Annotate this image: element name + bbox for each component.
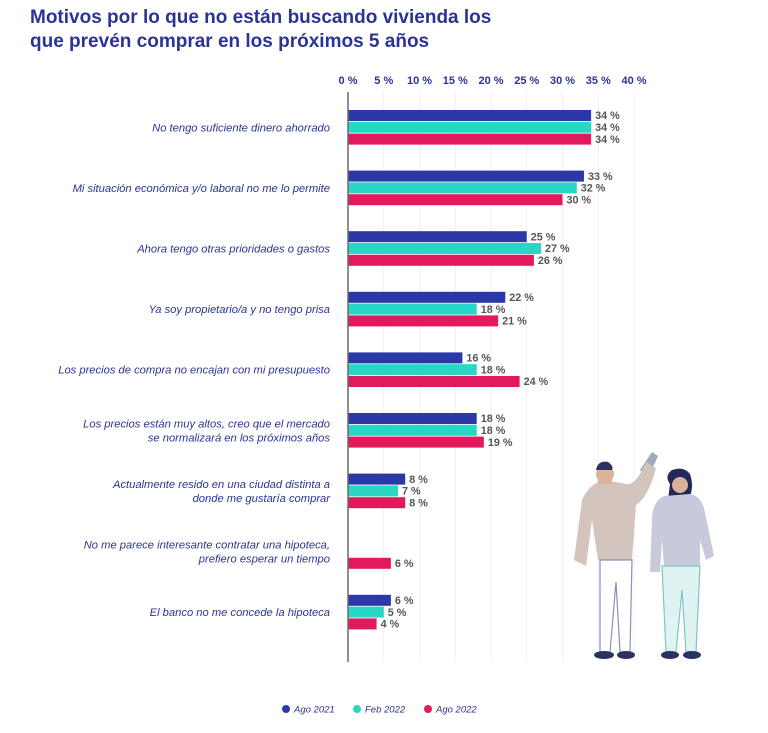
legend-label: Ago 2021 [293,705,335,716]
bar-value-label: 26 % [538,255,563,267]
bar [348,170,584,182]
bar [348,231,527,243]
bar [348,110,592,121]
x-tick-label: 40 % [621,75,646,87]
category-label: El banco no me concede la hipoteca [150,607,330,619]
bar-series: 34 %34 %34 %33 %32 %30 %25 %27 %26 %22 %… [348,110,620,631]
bar [348,473,406,485]
legend-swatch [282,705,290,713]
category-label: prefiero esperar un tiempo [198,554,330,566]
bar-value-label: 18 % [481,364,506,376]
category-label: donde me gustaría comprar [193,493,332,505]
bar-value-label: 25 % [531,231,556,243]
bar [348,606,384,618]
legend-label: Ago 2022 [435,705,477,716]
category-label: No tengo suficiente dinero ahorrado [152,122,330,134]
chart-title: Motivos por lo que no están buscando viv… [30,6,550,54]
bar [348,194,563,206]
bar [348,182,577,194]
bar-value-label: 18 % [481,413,506,425]
bar-value-label: 32 % [581,183,606,195]
bar [348,291,506,303]
chart-title-line-2: que prevén comprar en los próximos 5 año… [30,31,430,52]
chart-title-line-1: Motivos por lo que no están buscando viv… [30,7,492,28]
bar-value-label: 5 % [388,607,407,619]
bar-value-label: 33 % [588,171,613,183]
bar-value-label: 21 % [502,316,527,328]
bar [348,133,592,145]
bar [348,485,399,497]
category-label: Ya soy propietario/a y no tengo prisa [149,304,330,316]
legend-swatch [353,705,361,713]
bar [348,376,520,387]
bar-value-label: 34 % [595,134,620,146]
bar [348,497,406,509]
bar-value-label: 4 % [381,619,400,631]
bar-value-label: 34 % [595,122,620,134]
bar-value-label: 24 % [524,376,549,388]
bar [348,618,377,630]
bar-value-label: 7 % [402,486,421,498]
bar [348,594,391,606]
legend-label: Feb 2022 [365,705,406,716]
bar-value-label: 8 % [409,474,428,486]
category-label: Los precios de compra no encajan con mi … [58,365,330,377]
man-figure [574,452,658,659]
bar [348,243,542,254]
bar-value-label: 8 % [409,497,428,509]
bar [348,436,484,448]
x-tick-label: 30 % [550,75,575,87]
bar-value-label: 6 % [395,558,414,570]
bar-value-label: 6 % [395,595,414,607]
bar [348,413,477,424]
category-label: Mi situación económica y/o laboral no me… [73,183,330,195]
bar [348,557,391,569]
x-tick-label: 0 % [339,75,358,87]
bar-value-label: 27 % [545,243,570,255]
x-tick-label: 15 % [443,75,468,87]
two-people-illustration [574,452,714,659]
category-label: Los precios están muy altos, creo que el… [83,418,330,430]
bar [348,364,477,376]
bar-value-label: 30 % [567,194,592,206]
category-label: Ahora tengo otras prioridades o gastos [136,244,330,256]
x-tick-label: 25 % [514,75,539,87]
bar [348,315,499,327]
bar [348,254,534,266]
category-label: Actualmente resido en una ciudad distint… [112,479,330,491]
x-tick-label: 5 % [374,75,393,87]
bar-value-label: 19 % [488,437,513,449]
bar-value-label: 22 % [509,292,534,304]
bar [348,352,463,364]
bar [348,424,477,436]
bar-value-label: 18 % [481,304,506,316]
x-tick-label: 35 % [586,75,611,87]
bar [348,303,477,315]
legend: Ago 2021 Feb 2022 Ago 2022 [282,705,477,716]
category-label: se normalizará en los próximos años [148,432,331,444]
bar [348,121,592,133]
category-label: No me parece interesante contratar una h… [84,540,330,552]
category-labels: No tengo suficiente dinero ahorrado Mi si… [58,122,331,619]
woman-figure [650,468,714,659]
x-tick-label: 20 % [478,75,503,87]
bar-value-label: 18 % [481,425,506,437]
x-tick-label: 10 % [407,75,432,87]
bar-value-label: 34 % [595,110,620,122]
bar-value-label: 16 % [466,353,491,365]
legend-swatch [424,705,432,713]
